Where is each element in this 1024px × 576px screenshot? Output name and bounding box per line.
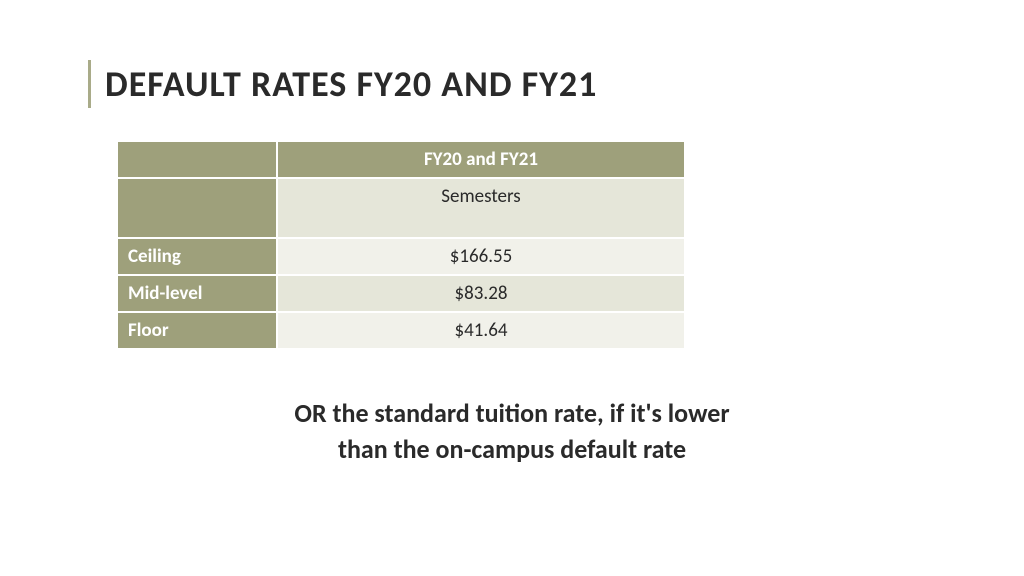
subheader-semesters-cell: Semesters (277, 178, 685, 238)
slide-title-block: DEFAULT RATES FY20 AND FY21 (88, 60, 597, 108)
footer-line-1: OR the standard tuition rate, if it's lo… (294, 397, 729, 429)
footer-line-2: than the on-campus default rate (338, 433, 686, 465)
header-empty-cell (117, 141, 277, 178)
row-value-floor: $41.64 (277, 312, 685, 349)
row-label-floor: Floor (117, 312, 277, 349)
title-accent-bar (88, 60, 91, 108)
header-fy-cell: FY20 and FY21 (277, 141, 685, 178)
table-header-row: FY20 and FY21 (117, 141, 685, 178)
table-row: Floor $41.64 (117, 312, 685, 349)
table-row: Mid-level $83.28 (117, 275, 685, 312)
row-label-ceiling: Ceiling (117, 238, 277, 275)
rates-table: FY20 and FY21 Semesters Ceiling $166.55 … (116, 140, 686, 350)
row-value-midlevel: $83.28 (277, 275, 685, 312)
row-label-midlevel: Mid-level (117, 275, 277, 312)
slide-title: DEFAULT RATES FY20 AND FY21 (105, 62, 597, 106)
row-value-ceiling: $166.55 (277, 238, 685, 275)
table-subheader-row: Semesters (117, 178, 685, 238)
subheader-empty-cell (117, 178, 277, 238)
footer-note: OR the standard tuition rate, if it's lo… (0, 395, 1024, 468)
table-row: Ceiling $166.55 (117, 238, 685, 275)
